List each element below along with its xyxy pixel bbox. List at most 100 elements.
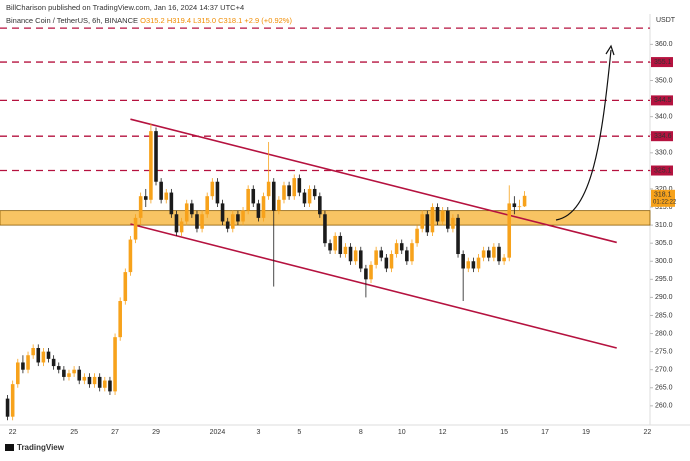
candle-body: [251, 188, 256, 204]
candle-body: [446, 210, 450, 229]
currency-label: USDT: [656, 17, 676, 24]
y-tick-label: 300.0: [655, 258, 673, 265]
candle-body: [405, 250, 409, 262]
x-tick-label: 15: [500, 429, 508, 436]
candle-body: [236, 214, 240, 222]
candle-body: [118, 301, 122, 338]
candle-body: [384, 257, 389, 269]
candle-body: [374, 250, 378, 265]
symbol: Binance Coin / TetherUS, 6h, BINANCE: [6, 16, 138, 25]
candle-body: [328, 243, 332, 251]
candle-body: [287, 185, 291, 197]
plot: 260.0 265.0 270.0 275.0 280.0 285.0 290.0 295.0…: [0, 27, 673, 436]
ohlc-close: C318.1: [218, 16, 242, 25]
y-tick-label: 350.0: [655, 77, 673, 84]
candle-body: [220, 203, 225, 222]
candle-body: [16, 362, 20, 385]
logo: [5, 444, 14, 451]
level-tag: [651, 165, 673, 176]
level-label: 344.5: [654, 97, 672, 104]
x-tick-label: 27: [111, 429, 119, 436]
candle-body: [517, 206, 522, 208]
candle-body: [10, 384, 15, 417]
candle-body: [195, 214, 199, 229]
candle-body: [399, 243, 404, 251]
candle-body: [205, 196, 209, 215]
candle-body: [486, 250, 491, 258]
candle-body: [348, 246, 353, 262]
candle-body: [87, 376, 92, 385]
candle-body: [507, 203, 512, 258]
x-tick-label: 25: [70, 429, 78, 436]
level-label: 325.1: [654, 167, 672, 174]
candle-body: [231, 214, 235, 229]
candle-body: [149, 131, 153, 200]
level-label: 334.6: [654, 133, 672, 140]
candle-body: [51, 358, 56, 367]
candle-body: [128, 239, 133, 273]
candle-body: [133, 217, 138, 240]
y-tick-label: 260.0: [655, 403, 673, 410]
candle-body: [410, 243, 414, 262]
candle-body: [138, 196, 143, 218]
candle-body: [522, 195, 527, 207]
y-tick-label: 295.0: [655, 276, 673, 283]
x-tick-label: 8: [359, 429, 363, 436]
candle-body: [358, 250, 363, 269]
candle-body: [277, 199, 281, 211]
ohlc-high: H319.4: [167, 16, 191, 25]
candle-body: [307, 188, 312, 204]
candle-body: [174, 214, 179, 233]
candle-body: [318, 196, 322, 215]
y-tick-label: 330.0: [655, 150, 673, 157]
level-tag: [651, 95, 673, 106]
candle-body: [46, 351, 51, 359]
candle-body: [282, 185, 286, 200]
candle-body: [271, 181, 276, 211]
candle-body: [420, 214, 424, 229]
candle-body: [471, 261, 476, 269]
x-tick-label: 12: [439, 429, 447, 436]
candle-body: [266, 181, 271, 197]
candle-body: [512, 203, 517, 208]
candle-body: [92, 376, 97, 385]
x-tick-label: 22: [644, 429, 652, 436]
ohlc-change: +2.9 (+0.92%): [244, 16, 292, 25]
candle-body: [169, 192, 174, 215]
arrow-head: [605, 44, 615, 56]
x-tick-label: 10: [398, 429, 406, 436]
candle-body: [200, 214, 204, 229]
candle-body: [41, 351, 46, 363]
candle-body: [389, 254, 394, 269]
candle-body: [97, 376, 102, 388]
candle-body: [67, 373, 71, 377]
candle-body: [364, 268, 368, 280]
projection-arrow: [555, 49, 612, 221]
candle-body: [62, 369, 66, 377]
y-tick-label: 290.0: [655, 294, 673, 301]
candle-body: [430, 207, 435, 233]
candle-body: [184, 203, 189, 222]
candle-body: [497, 246, 501, 262]
candle-body: [190, 203, 194, 215]
candle-body: [415, 228, 419, 244]
candle-body: [113, 337, 117, 392]
y-tick-label: 320.0: [655, 186, 673, 193]
candle-body: [425, 214, 430, 233]
ohlc-open: O315.2: [140, 16, 165, 25]
candle-body: [82, 376, 87, 381]
candle-body: [5, 398, 10, 417]
candle-body: [451, 217, 455, 229]
candle-body: [26, 355, 30, 370]
candle-body: [215, 181, 220, 204]
candle-body: [143, 196, 148, 200]
level-tag: [651, 57, 673, 68]
candle-body: [164, 192, 169, 200]
candle-body: [31, 348, 35, 356]
candle-body: [56, 366, 61, 370]
candle-body: [292, 178, 297, 197]
candle-body: [312, 188, 317, 197]
candle-body: [108, 380, 112, 392]
